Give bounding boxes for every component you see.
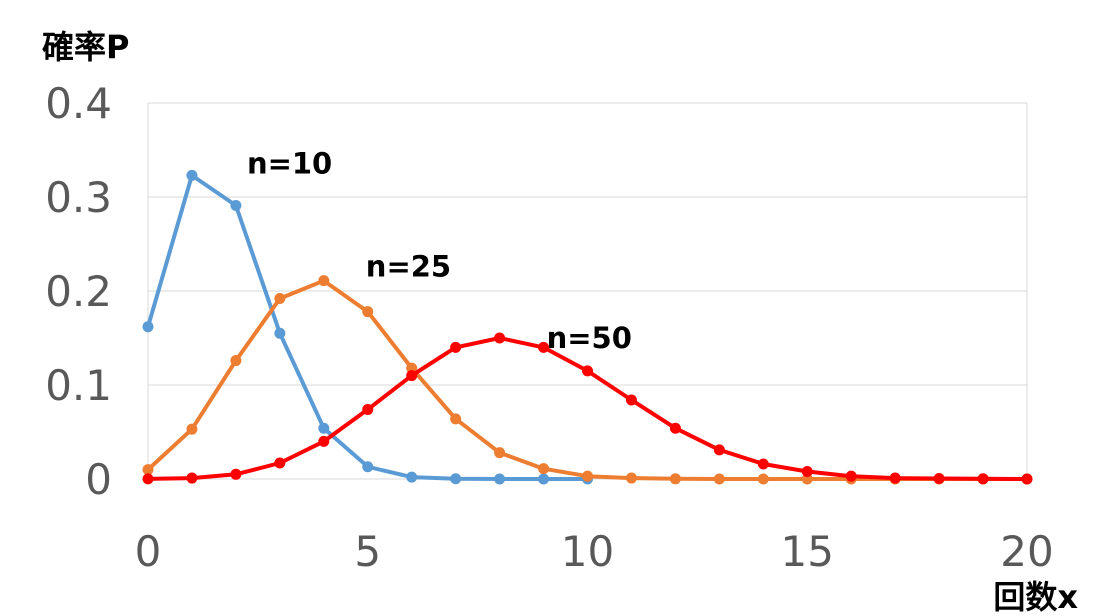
series-label: n=50	[547, 321, 632, 355]
data-point	[801, 473, 813, 485]
y-axis-title: 確率P	[42, 28, 129, 66]
x-tick-label: 20	[1000, 527, 1053, 576]
data-point	[538, 463, 550, 475]
data-point	[318, 435, 330, 447]
data-point	[186, 169, 198, 181]
y-tick-label: 0.3	[45, 173, 112, 222]
data-point	[494, 473, 506, 485]
data-point	[757, 473, 769, 485]
data-point	[318, 422, 330, 434]
y-tick-label: 0.1	[45, 361, 112, 410]
y-tick-label: 0	[85, 455, 112, 504]
data-point	[845, 470, 857, 482]
data-point	[318, 275, 330, 287]
data-point	[889, 472, 901, 484]
data-point	[406, 362, 418, 374]
data-point	[406, 471, 418, 483]
data-point	[230, 199, 242, 211]
data-point	[625, 394, 637, 406]
data-point	[450, 341, 462, 353]
data-point	[142, 473, 154, 485]
data-point	[977, 473, 989, 485]
data-point	[713, 444, 725, 456]
data-point	[362, 306, 374, 318]
y-tick-label: 0.4	[45, 79, 112, 128]
data-point	[538, 341, 550, 353]
x-tick-label: 5	[354, 527, 381, 576]
data-point	[274, 293, 286, 305]
data-point	[713, 473, 725, 485]
data-point	[582, 470, 593, 482]
series-line	[146, 173, 590, 481]
x-axis-title: 回数x	[993, 578, 1078, 616]
series-n-25	[142, 275, 1033, 485]
series-n-10	[142, 169, 593, 485]
data-point	[362, 461, 374, 473]
data-point	[494, 447, 506, 459]
data-point	[274, 327, 286, 339]
x-tick-label: 10	[561, 527, 614, 576]
data-point	[230, 355, 242, 367]
series-n-50	[142, 332, 1033, 485]
data-point	[669, 473, 681, 485]
data-point	[186, 423, 198, 435]
data-point	[625, 472, 637, 484]
data-point	[801, 465, 813, 477]
data-point	[362, 403, 374, 415]
series-label: n=10	[247, 146, 332, 180]
label-layer: n=10 n=25 n=50	[247, 146, 632, 355]
series-line	[146, 278, 1029, 481]
series-label: n=25	[366, 250, 451, 284]
data-point	[450, 473, 462, 485]
x-tick-label: 15	[781, 527, 834, 576]
data-point	[582, 365, 593, 377]
data-point	[186, 472, 198, 484]
data-point	[933, 473, 945, 485]
data-point	[538, 473, 550, 485]
data-point	[142, 464, 154, 476]
data-point	[1021, 473, 1033, 485]
data-point	[450, 413, 462, 425]
series-layer	[142, 169, 1033, 485]
data-point	[757, 458, 769, 470]
data-point	[142, 321, 154, 333]
x-tick-label: 0	[135, 527, 162, 576]
data-point	[230, 468, 242, 480]
data-point	[669, 422, 681, 434]
y-tick-label: 0.2	[45, 267, 112, 316]
data-point	[406, 370, 418, 382]
data-point	[494, 332, 506, 344]
data-point	[274, 457, 286, 469]
axis-layer: 0 0.1 0.2 0.3 0.4 0 5 10 15 20	[45, 79, 1054, 576]
